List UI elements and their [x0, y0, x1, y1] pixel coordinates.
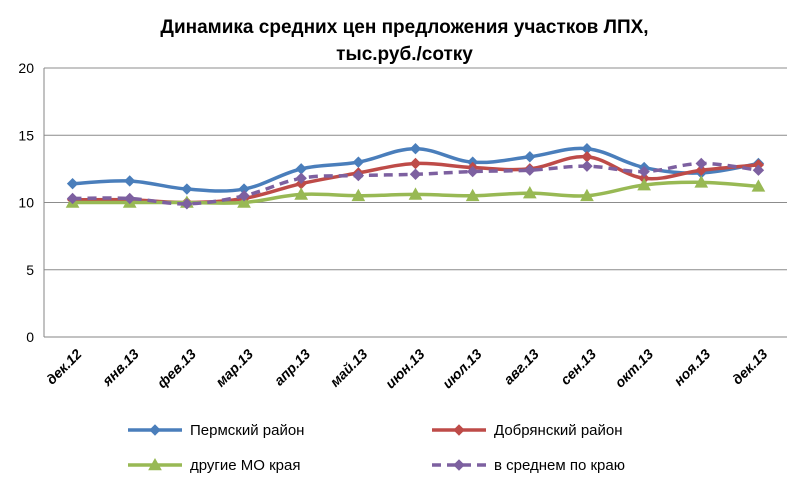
data-point-marker — [581, 160, 593, 172]
data-point-marker — [637, 177, 651, 191]
data-point-marker — [751, 179, 766, 192]
data-point-marker — [466, 165, 479, 178]
data-point-marker — [524, 164, 536, 176]
data-point-marker — [581, 151, 593, 163]
data-point-marker — [295, 172, 307, 184]
data-point-marker — [181, 183, 193, 195]
data-point-marker — [181, 198, 193, 210]
chart-title-line-2: тыс.руб./сотку — [336, 44, 473, 65]
x-tick-label: сен.13 — [557, 346, 599, 388]
legend-marker-2 — [453, 424, 465, 436]
data-point-marker — [465, 188, 480, 202]
legend-label-1: Пермский район — [190, 422, 304, 439]
data-point-marker — [238, 190, 250, 202]
x-tick-label: авг.13 — [500, 346, 542, 388]
x-tick-label: янв.13 — [98, 346, 142, 390]
x-tick-label: ноя.13 — [670, 346, 713, 389]
data-point-marker — [237, 195, 251, 208]
y-tick-label: 0 — [26, 329, 34, 345]
data-point-marker — [295, 163, 307, 175]
legend-label-2: Добрянский район — [494, 422, 623, 439]
data-point-marker — [66, 192, 79, 205]
legend-label-3: другие МО края — [190, 457, 301, 474]
data-point-marker — [124, 192, 136, 205]
data-point-marker — [694, 175, 709, 188]
x-tick-label: июл.13 — [439, 346, 485, 392]
data-point-marker — [524, 151, 536, 163]
legend-marker-3 — [148, 457, 162, 471]
chart-title: Динамика средних цен предложения участко… — [0, 14, 809, 68]
y-tick-label: 5 — [26, 262, 34, 278]
data-point-marker — [580, 188, 594, 202]
legend-marker-4 — [453, 459, 465, 471]
data-point-marker — [409, 157, 422, 170]
legend-label-4: в среднем по краю — [494, 457, 625, 474]
data-point-marker — [124, 175, 136, 187]
data-point-marker — [695, 164, 707, 176]
x-tick-label: дек.13 — [729, 346, 771, 388]
data-point-marker — [408, 187, 423, 200]
y-tick-label: 20 — [18, 60, 34, 76]
data-point-marker — [409, 142, 422, 155]
data-point-marker — [522, 186, 537, 199]
data-point-marker — [352, 169, 365, 182]
x-tick-label: окт.13 — [611, 346, 656, 391]
x-tick-label: май.13 — [327, 346, 371, 390]
data-point-marker — [695, 157, 707, 170]
x-tick-label: апр.13 — [271, 346, 314, 389]
data-point-marker — [351, 188, 366, 202]
x-tick-label: фев.13 — [154, 346, 199, 391]
data-point-marker — [352, 156, 365, 168]
legend-marker-1 — [149, 424, 161, 436]
y-tick-label: 15 — [18, 127, 34, 143]
data-point-marker — [294, 187, 309, 200]
data-point-marker — [638, 165, 650, 178]
x-tick-label: мар.13 — [212, 346, 256, 390]
chart-title-line-1: Динамика средних цен предложения участко… — [160, 17, 649, 38]
data-point-marker — [409, 168, 422, 180]
x-tick-label: дек.12 — [43, 346, 85, 388]
data-point-marker — [752, 164, 765, 176]
data-point-marker — [66, 177, 79, 190]
x-tick-label: июн.13 — [382, 346, 428, 392]
y-tick-label: 10 — [18, 195, 34, 211]
